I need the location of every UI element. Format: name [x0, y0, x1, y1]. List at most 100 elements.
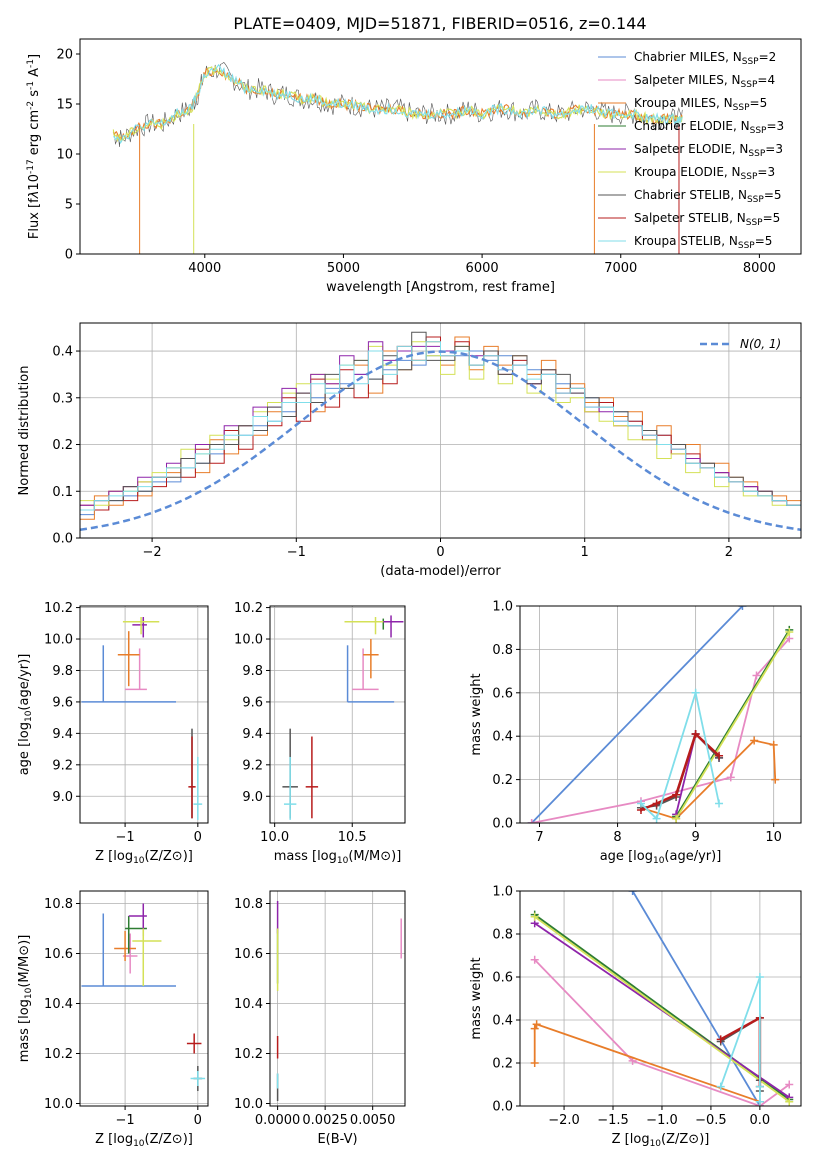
x-tick-label: 5000 — [327, 261, 360, 276]
spectrum-line — [113, 63, 683, 145]
mass-vs-ebv-panel: 0.0000 0.0025 0.0050 10.0 10.2 10.4 10.6 10.8 E(… — [234, 890, 406, 1147]
histogram-series — [80, 331, 801, 511]
weight-marker — [691, 730, 700, 739]
y-tick-label: 9.4 — [52, 727, 73, 742]
y-tick-label: 10.2 — [44, 1047, 73, 1062]
legend-label: Salpeter STELIB, NSSP=5 — [634, 211, 780, 228]
y-tick-label: 10.4 — [234, 997, 263, 1012]
weight-line — [675, 629, 791, 817]
weight-marker — [752, 671, 761, 680]
y-tick-label: 0.0 — [52, 532, 73, 547]
x-tick-label: 2 — [725, 545, 733, 560]
x-tick-label: 0.0000 — [255, 1113, 301, 1128]
y-tick-label: 10.4 — [44, 997, 73, 1012]
weight-marker — [715, 751, 724, 760]
weight-marker — [726, 773, 735, 782]
weight-marker — [691, 688, 700, 697]
y-tick-label: 15 — [56, 98, 73, 113]
y-tick-label: 0.8 — [492, 928, 513, 943]
x-tick-label: 10 — [765, 830, 782, 845]
figure-title: PLATE=0409, MJD=51871, FIBERID=0516, z=0… — [233, 14, 646, 33]
weight-marker — [530, 912, 539, 921]
x-tick-label: 0 — [194, 830, 202, 845]
legend-label: Salpeter ELODIE, NSSP=3 — [634, 142, 783, 159]
x-tick-label: 9 — [691, 830, 699, 845]
y-tick-label: 9.2 — [242, 758, 263, 773]
plot-area — [520, 891, 801, 1106]
x-tick-label: −2 — [143, 545, 162, 560]
x-tick-label: 0.0 — [750, 1113, 771, 1128]
y-tick-label: 0.2 — [492, 773, 513, 788]
x-tick-label: 0.0025 — [302, 1113, 348, 1128]
histogram-series — [80, 350, 801, 516]
y-tick-label: 0.4 — [52, 345, 73, 360]
weight-vs-metallicity-panel: −2.0 −1.5 −1.0 −0.5 0.0 0.0 0.2 0.4 0.6 0.8 1.0 Z [… — [469, 885, 802, 1149]
y-tick-label: 10.0 — [234, 633, 263, 648]
axes-frame — [79, 890, 209, 1107]
y-tick-label: 10.6 — [234, 947, 263, 962]
y-tick-label: 0.3 — [52, 391, 73, 406]
weight-marker — [750, 736, 759, 745]
weight-marker — [715, 799, 724, 808]
weight-marker — [532, 1020, 541, 1029]
y-axis-label: mass weight — [469, 673, 484, 755]
weight-marker — [636, 799, 645, 808]
age-vs-mass-panel: 10.0 10.5 9.0 9.2 9.4 9.6 9.8 10.0 10.2 mass [log… — [234, 601, 406, 866]
plot-area — [80, 606, 208, 823]
weight-marker — [755, 1097, 764, 1106]
weight-marker — [652, 814, 661, 823]
y-tick-label: 0 — [65, 248, 73, 263]
plot-area — [80, 891, 208, 1106]
x-axis-label: Z [log10(Z/Z⊙)] — [95, 1132, 193, 1149]
weight-marker — [530, 1024, 539, 1033]
plot-area — [112, 61, 683, 254]
legend-label: Salpeter MILES, NSSP=4 — [634, 73, 775, 90]
y-tick-label: 9.4 — [242, 727, 263, 742]
y-tick-label: 1.0 — [492, 600, 513, 615]
weight-marker — [716, 1035, 725, 1044]
weight-marker — [785, 1080, 794, 1089]
y-tick-label: 9.6 — [52, 695, 73, 710]
legend-label: Chabrier MILES, NSSP=2 — [634, 50, 776, 67]
x-tick-label: −1 — [287, 545, 306, 560]
weight-marker — [769, 740, 778, 749]
axes-frame — [79, 38, 802, 255]
weight-line — [534, 916, 790, 1103]
y-tick-label: 0.4 — [492, 1014, 513, 1029]
legend-label: Kroupa MILES, NSSP=5 — [634, 96, 767, 113]
weight-marker — [785, 1097, 794, 1106]
y-tick-label: 0.6 — [492, 971, 513, 986]
axes-frame — [269, 890, 406, 1107]
x-axis-label: Z [log10(Z/Z⊙)] — [95, 849, 193, 866]
histogram-series — [80, 341, 801, 516]
histogram-series — [80, 341, 801, 511]
x-tick-label: −1 — [116, 1113, 135, 1128]
y-tick-label: 10.2 — [234, 1047, 263, 1062]
y-tick-label: 5 — [65, 198, 73, 213]
plot-area — [520, 606, 801, 823]
plot-area — [270, 891, 405, 1106]
axes-frame — [269, 605, 406, 824]
plot-area — [80, 323, 801, 538]
x-axis-label: age [log10(age/yr)] — [600, 849, 722, 866]
x-tick-label: 8 — [613, 830, 621, 845]
weight-marker — [716, 1082, 725, 1091]
spectrum-line — [113, 61, 683, 148]
y-tick-label: 10.8 — [234, 897, 263, 912]
weight-line — [531, 606, 744, 823]
weight-marker — [527, 819, 536, 823]
x-tick-label: −2.0 — [548, 1113, 580, 1128]
y-tick-label: 0.1 — [52, 485, 73, 500]
axes-frame — [519, 890, 802, 1107]
x-tick-label: 8000 — [743, 261, 776, 276]
weight-marker — [652, 799, 661, 808]
legend-label: Kroupa STELIB, NSSP=5 — [634, 234, 772, 251]
legend-label: Kroupa ELODIE, NSSP=3 — [634, 165, 775, 182]
weight-marker — [755, 1082, 764, 1091]
x-axis-label: mass [log10(M/M⊙)] — [274, 849, 402, 866]
age-vs-metallicity-panel: −1 0 9.0 9.2 9.4 9.6 9.8 10.0 10.2 Z [log10(Z/Z⊙)… — [17, 601, 209, 866]
y-axis-label: Flux [fλ10-17 erg cm-2 s-1 A-1] — [26, 54, 42, 239]
y-axis-label: age [log10(age/yr)] — [17, 654, 34, 776]
x-axis-label: Z [log10(Z/Z⊙)] — [612, 1132, 710, 1149]
y-tick-label: 10.0 — [234, 1097, 263, 1112]
